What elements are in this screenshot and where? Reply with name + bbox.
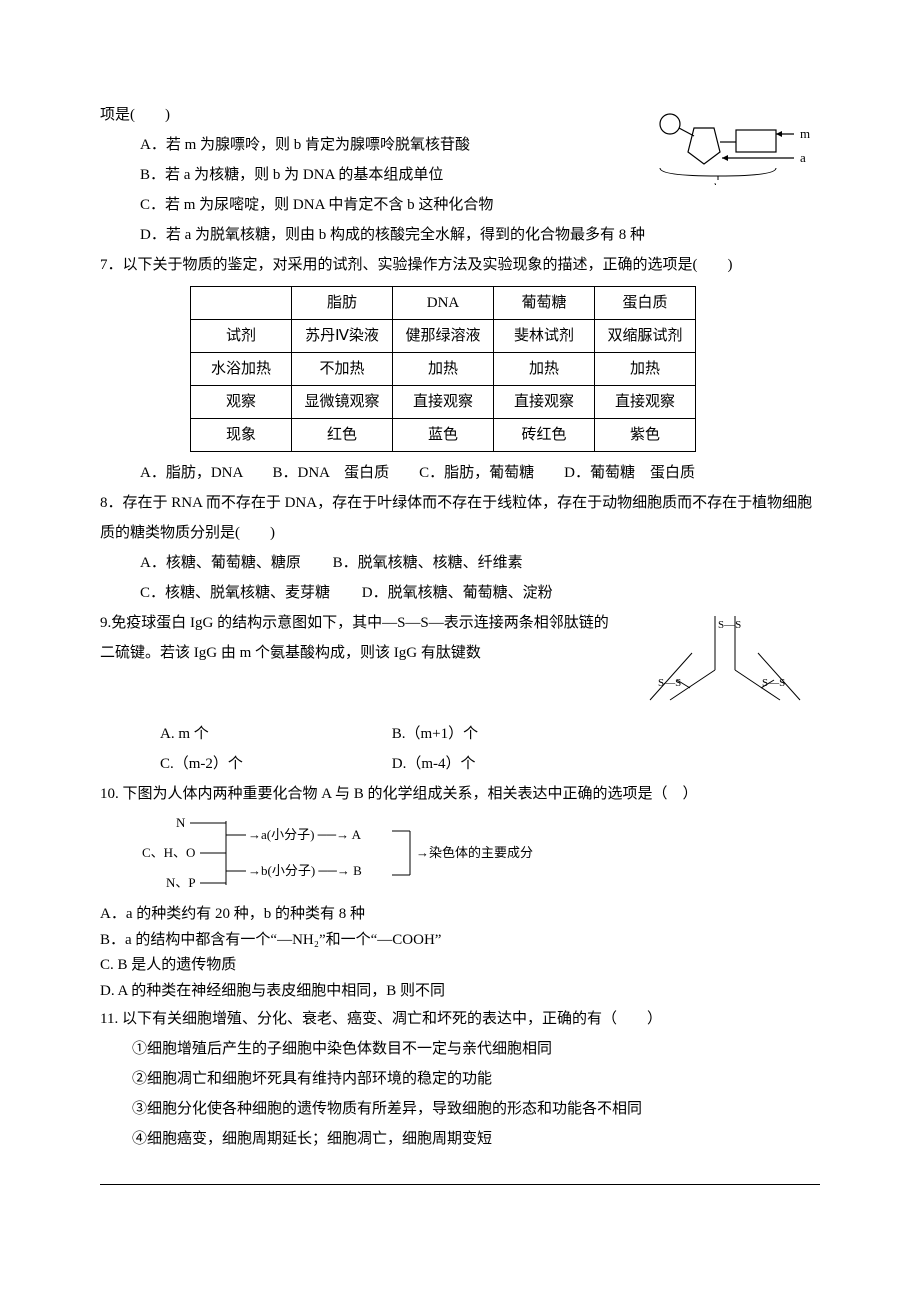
table-cell	[191, 287, 292, 320]
question-7: 7．以下关于物质的鉴定，对采用的试剂、实验操作方法及实验现象的描述，正确的选项是…	[100, 250, 820, 488]
svg-text:→a(小分子) ──→ A: →a(小分子) ──→ A	[248, 827, 362, 842]
q9-option-b: B.（m+1）个	[392, 726, 478, 742]
table-cell: 加热	[595, 353, 696, 386]
table-cell: 砖红色	[494, 419, 595, 452]
q9-diagram: S—S S—S S—S	[630, 608, 820, 719]
table-cell: 加热	[393, 353, 494, 386]
table-cell: 水浴加热	[191, 353, 292, 386]
question-9: S—S S—S S—S 9.免疫球蛋白 IgG 的结构示意图如下，其中—S—S—…	[100, 608, 820, 779]
svg-text:N、P: N、P	[166, 875, 196, 890]
svg-text:S—S: S—S	[718, 619, 741, 631]
q8-option-c: C．核糖、脱氧核糖、麦芽糖	[140, 585, 330, 601]
table-cell: 现象	[191, 419, 292, 452]
q9-option-a: A. m 个	[160, 719, 360, 749]
table-cell: 苏丹Ⅳ染液	[292, 320, 393, 353]
svg-text:S—S: S—S	[658, 677, 681, 689]
table-cell: 不加热	[292, 353, 393, 386]
q11-statement-2: ②细胞凋亡和细胞坏死具有维持内部环境的稳定的功能	[100, 1064, 820, 1094]
table-cell: 试剂	[191, 320, 292, 353]
table-row: 现象 红色 蓝色 砖红色 紫色	[191, 419, 696, 452]
table-cell: 双缩脲试剂	[595, 320, 696, 353]
svg-text:m: m	[800, 126, 810, 141]
q7-table: 脂肪 DNA 葡萄糖 蛋白质 试剂 苏丹Ⅳ染液 健那绿溶液 斐林试剂 双缩脲试剂…	[190, 286, 696, 452]
q10-option-a: A．a 的种类约有 20 种，b 的种类有 8 种	[100, 902, 820, 928]
q8-option-d: D．脱氧核糖、葡萄糖、淀粉	[362, 585, 553, 601]
q11-statement-3: ③细胞分化使各种细胞的遗传物质有所差异，导致细胞的形态和功能各不相同	[100, 1094, 820, 1124]
svg-text:→染色体的主要成分: →染色体的主要成分	[416, 845, 533, 860]
q6-diagram: m a b	[650, 110, 820, 196]
q9-option-c: C.（m-2）个	[160, 749, 360, 779]
question-8: 8．存在于 RNA 而不存在于 DNA，存在于叶绿体而不存在于线粒体，存在于动物…	[100, 488, 820, 608]
table-row: 脂肪 DNA 葡萄糖 蛋白质	[191, 287, 696, 320]
svg-text:C、H、O: C、H、O	[142, 845, 195, 860]
q10-stem: 10. 下图为人体内两种重要化合物 A 与 B 的化学组成关系，相关表达中正确的…	[100, 779, 820, 809]
table-cell: 直接观察	[494, 386, 595, 419]
table-cell: 直接观察	[393, 386, 494, 419]
q8-stem: 8．存在于 RNA 而不存在于 DNA，存在于叶绿体而不存在于线粒体，存在于动物…	[100, 488, 820, 548]
table-cell: 健那绿溶液	[393, 320, 494, 353]
table-cell: 观察	[191, 386, 292, 419]
question-6: m a b 项是( ) A．若 m 为腺嘌呤，则 b 肯定为腺嘌呤脱氧核苷酸 B…	[100, 100, 820, 250]
q7-stem: 7．以下关于物质的鉴定，对采用的试剂、实验操作方法及实验现象的描述，正确的选项是…	[100, 250, 820, 280]
svg-text:S—S: S—S	[762, 677, 785, 689]
q11-statement-1: ①细胞增殖后产生的子细胞中染色体数目不一定与亲代细胞相同	[100, 1034, 820, 1064]
q9-option-d: D.（m-4）个	[392, 756, 476, 772]
table-cell: 显微镜观察	[292, 386, 393, 419]
q10-option-b: B．a 的结构中都含有一个“—NH₂”和一个“—COOH”	[100, 928, 820, 954]
table-row: 观察 显微镜观察 直接观察 直接观察 直接观察	[191, 386, 696, 419]
svg-text:→b(小分子) ──→ B: →b(小分子) ──→ B	[248, 863, 362, 878]
q11-stem: 11. 以下有关细胞增殖、分化、衰老、癌变、凋亡和坏死的表达中，正确的有（ ）	[100, 1004, 820, 1034]
table-cell: 蓝色	[393, 419, 494, 452]
question-11: 11. 以下有关细胞增殖、分化、衰老、癌变、凋亡和坏死的表达中，正确的有（ ） …	[100, 1004, 820, 1154]
q8-option-a: A．核糖、葡萄糖、糖原	[140, 555, 301, 571]
table-cell: 直接观察	[595, 386, 696, 419]
q6-option-d: D．若 a 为脱氧核糖，则由 b 构成的核酸完全水解，得到的化合物最多有 8 种	[100, 220, 820, 250]
q11-statement-4: ④细胞癌变，细胞周期延长；细胞凋亡，细胞周期变短	[100, 1124, 820, 1154]
table-row: 试剂 苏丹Ⅳ染液 健那绿溶液 斐林试剂 双缩脲试剂	[191, 320, 696, 353]
table-cell: 加热	[494, 353, 595, 386]
footer-rule	[100, 1184, 820, 1185]
svg-text:a: a	[800, 150, 806, 165]
question-10: 10. 下图为人体内两种重要化合物 A 与 B 的化学组成关系，相关表达中正确的…	[100, 779, 820, 1004]
table-cell: DNA	[393, 287, 494, 320]
svg-text:N: N	[176, 815, 186, 830]
table-cell: 红色	[292, 419, 393, 452]
table-cell: 蛋白质	[595, 287, 696, 320]
table-cell: 脂肪	[292, 287, 393, 320]
svg-text:b: b	[714, 180, 721, 185]
q10-option-c: C. B 是人的遗传物质	[100, 953, 820, 979]
q10-option-d: D. A 的种类在神经细胞与表皮细胞中相同，B 则不同	[100, 979, 820, 1005]
table-row: 水浴加热 不加热 加热 加热 加热	[191, 353, 696, 386]
table-cell: 紫色	[595, 419, 696, 452]
table-cell: 葡萄糖	[494, 287, 595, 320]
q8-option-b: B．脱氧核糖、核糖、纤维素	[333, 555, 523, 571]
q7-options: A．脂肪，DNA B．DNA 蛋白质 C．脂肪，葡萄糖 D．葡萄糖 蛋白质	[100, 458, 820, 488]
table-cell: 斐林试剂	[494, 320, 595, 353]
q10-diagram: N C、H、O N、P →a(小分子) ──→ A →b(小分子) ──→ B …	[140, 813, 820, 898]
